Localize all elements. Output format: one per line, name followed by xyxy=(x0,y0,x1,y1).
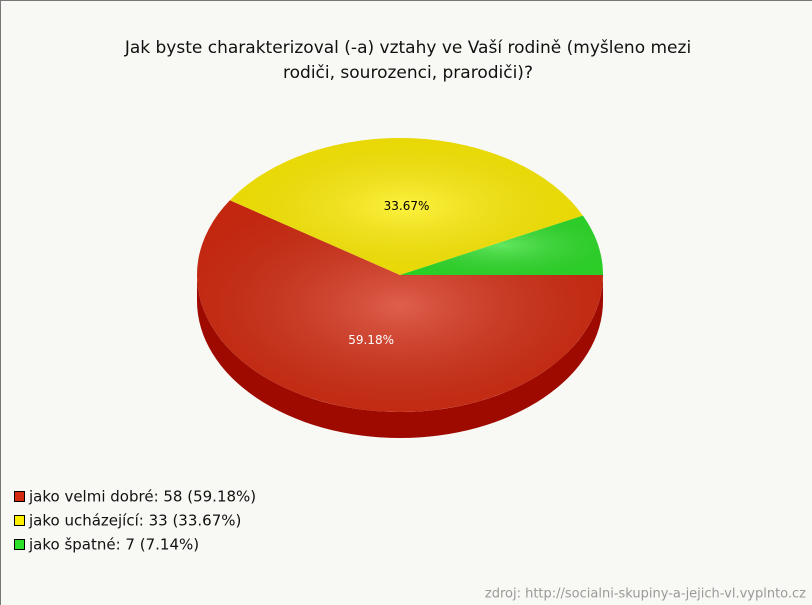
slice-shine xyxy=(229,138,583,275)
pie: 59.18% 33.67% xyxy=(197,138,603,438)
chart-title: rodiči, sourozenci, prarodiči)? xyxy=(283,63,533,83)
slice-shine xyxy=(400,215,603,275)
legend-swatch xyxy=(14,539,25,550)
data-label: 59.18% xyxy=(348,333,394,347)
chart-title: Jak byste charakterizoval (-a) vztahy ve… xyxy=(124,38,691,58)
legend-label: jako špatné: 7 (7.14%) xyxy=(28,536,199,554)
legend-label: jako ucházející: 33 (33.67%) xyxy=(28,512,241,530)
legend-label: jako velmi dobré: 58 (59.18%) xyxy=(28,488,256,506)
legend-swatch xyxy=(14,515,25,526)
slice-side xyxy=(197,275,603,438)
data-label: 33.67% xyxy=(384,199,430,213)
slice-shine xyxy=(197,200,603,412)
source-note: zdroj: http://socialni-skupiny-a-jejich-… xyxy=(485,587,806,602)
legend-swatch xyxy=(14,491,25,502)
